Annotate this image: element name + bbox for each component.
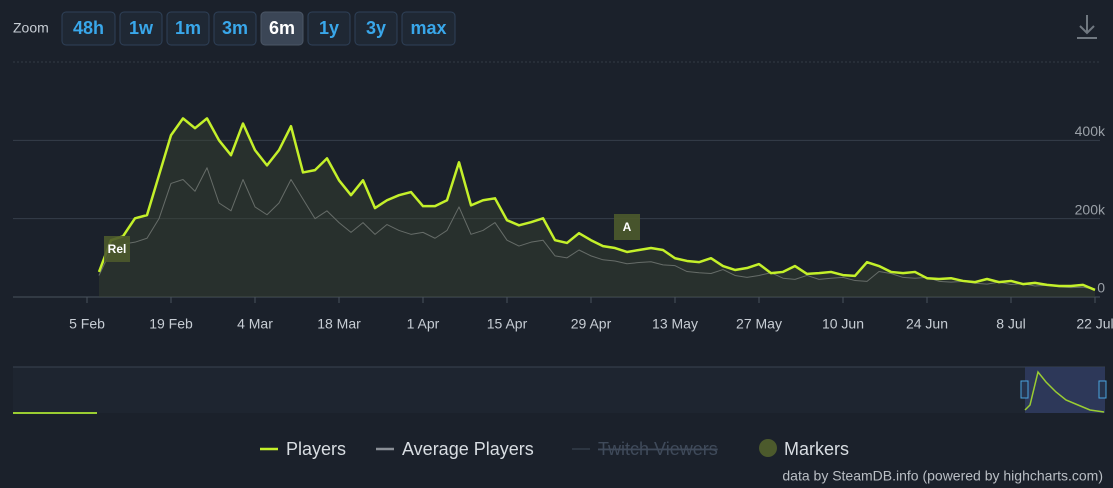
- navigator-bg: [13, 367, 1105, 413]
- x-tick-label: 29 Apr: [571, 316, 612, 332]
- marker: [104, 236, 130, 262]
- x-tick-label: 5 Feb: [69, 316, 105, 332]
- zoom-button-label: 1y: [319, 18, 339, 38]
- x-tick-label: 1 Apr: [407, 316, 440, 332]
- marker-label: A: [623, 220, 632, 234]
- zoom-button[interactable]: [213, 11, 257, 46]
- area: [99, 118, 1095, 298]
- zoom-button[interactable]: [401, 11, 456, 46]
- navigator-line: [1024, 370, 1105, 413]
- x-tick-label: 4 Mar: [237, 316, 273, 332]
- x-tick-label: 27 May: [736, 316, 782, 332]
- navigator: [13, 366, 1107, 414]
- download-icon[interactable]: [1077, 15, 1097, 39]
- legend-label[interactable]: Twitch Viewers: [598, 439, 718, 459]
- zoom-button[interactable]: [166, 11, 210, 46]
- navigator-handle[interactable]: [1020, 380, 1029, 399]
- x-tick-label: 15 Apr: [487, 316, 528, 332]
- x-tick-label: 8 Jul: [996, 316, 1026, 332]
- navigator-selection[interactable]: [1025, 367, 1105, 413]
- zoom-button[interactable]: [307, 11, 351, 46]
- credit: data by SteamDB.info (powered by highcha…: [782, 468, 1103, 484]
- zoom-label: Zoom: [13, 20, 49, 36]
- y-tick-label: 0: [1097, 280, 1105, 296]
- marker: [614, 214, 640, 240]
- zoom-button-label: 3m: [222, 18, 248, 38]
- y-tick-label: 400k: [1075, 123, 1106, 139]
- x-tick-label: 24 Jun: [906, 316, 948, 332]
- x-tick-label: 10 Jun: [822, 316, 864, 332]
- series-line: [97, 117, 1096, 292]
- x-tick-label: 19 Feb: [149, 316, 193, 332]
- zoom-button-label: 3y: [366, 18, 386, 38]
- legend-symbol[interactable]: [759, 439, 777, 457]
- x-tick-label: 22 Jul: [1076, 316, 1113, 332]
- zoom-button[interactable]: [61, 11, 116, 46]
- zoom-button-label: 1m: [175, 18, 201, 38]
- zoom-button[interactable]: [260, 11, 304, 46]
- legend-label[interactable]: Markers: [784, 439, 849, 459]
- zoom-button-label: 6m: [269, 18, 295, 38]
- legend-label[interactable]: Average Players: [402, 439, 534, 459]
- y-tick-label: 200k: [1075, 201, 1106, 217]
- x-tick-label: 13 May: [652, 316, 698, 332]
- legend-label[interactable]: Players: [286, 439, 346, 459]
- x-tick-label: 18 Mar: [317, 316, 361, 332]
- zoom-button[interactable]: [119, 11, 163, 46]
- zoom-button[interactable]: [354, 11, 398, 46]
- zoom-button-label: 48h: [73, 18, 104, 38]
- zoom-button-label: max: [410, 18, 446, 38]
- zoom-button-label: 1w: [129, 18, 154, 38]
- icon-stroke: [1079, 25, 1095, 35]
- navigator-handle[interactable]: [1098, 380, 1107, 399]
- marker-label: Rel: [108, 242, 127, 256]
